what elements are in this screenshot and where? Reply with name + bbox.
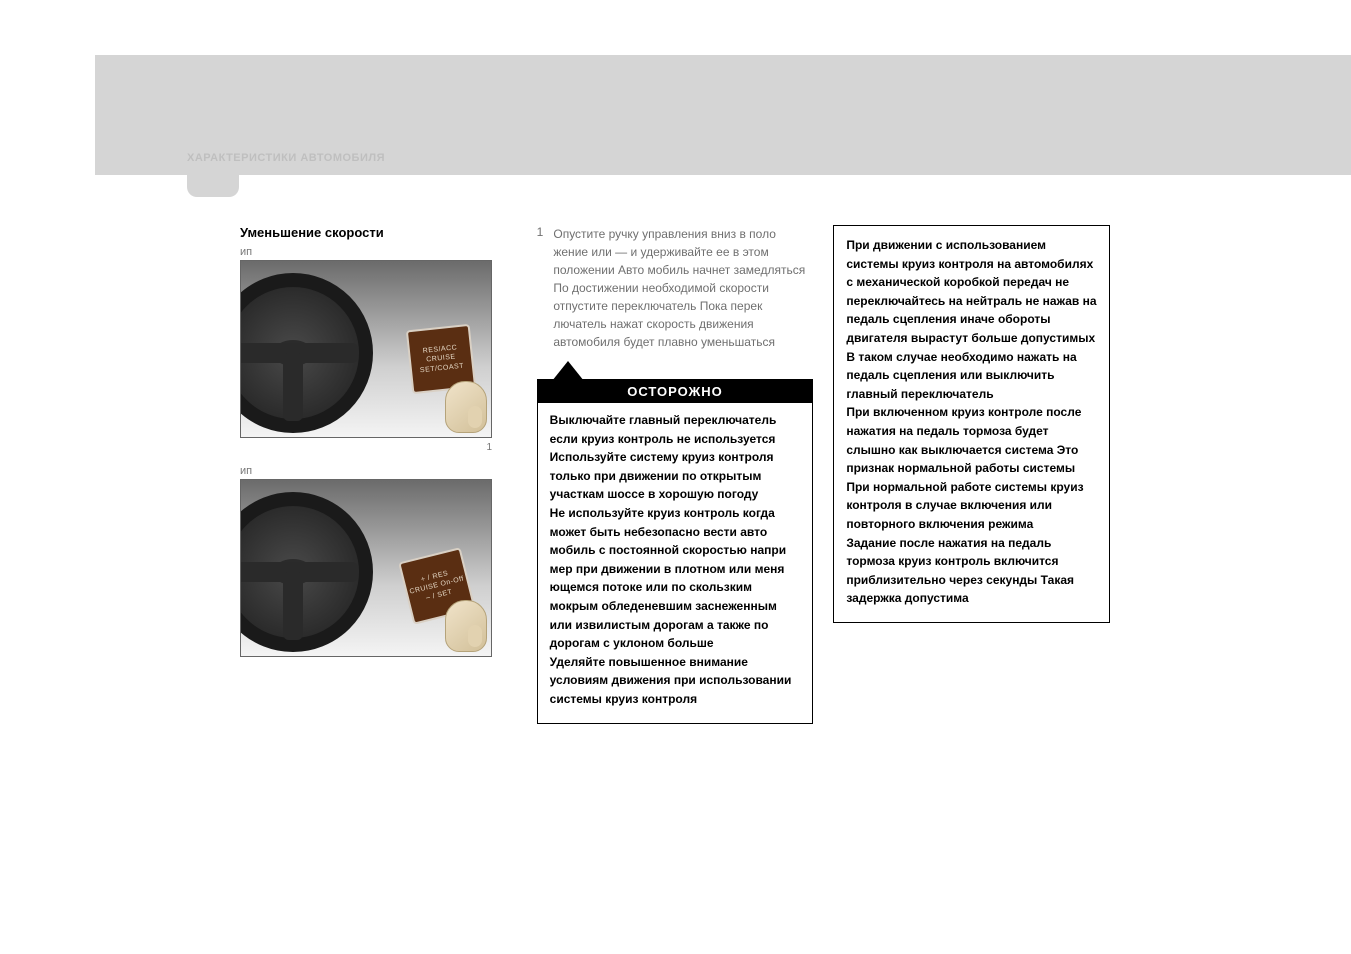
warning-body: Выключайте главный переключатель если кр… bbox=[550, 411, 801, 709]
image1-caption: 1 bbox=[240, 442, 492, 453]
steering-wheel-icon bbox=[240, 273, 373, 433]
image2-label: ип bbox=[240, 465, 517, 477]
column-left: Уменьшение скорости ип RES/ACC CRUISE SE… bbox=[240, 225, 517, 724]
list-number: 1 bbox=[537, 225, 544, 351]
info-box: При движении с использованием системы кр… bbox=[833, 225, 1110, 623]
thumb-icon bbox=[445, 600, 487, 652]
numbered-paragraph: 1 Опустите ручку управления вниз в поло … bbox=[537, 225, 814, 351]
header-label: ХАРАКТЕРИСТИКИ АВТОМОБИЛЯ bbox=[187, 152, 385, 164]
steering-image-2: + / RES CRUISE On-Off – / SET bbox=[240, 479, 492, 657]
steering-wheel-icon bbox=[240, 492, 373, 652]
column-right: При движении с использованием системы кр… bbox=[833, 225, 1110, 724]
list-text: Опустите ручку управления вниз в поло же… bbox=[553, 225, 813, 351]
section-title: Уменьшение скорости bbox=[240, 225, 517, 240]
column-middle: 1 Опустите ручку управления вниз в поло … bbox=[537, 225, 814, 724]
warning-triangle-icon bbox=[552, 361, 584, 381]
wheel-spoke bbox=[283, 572, 303, 640]
page-tab bbox=[187, 175, 239, 197]
warning-box: ОСТОРОЖНО Выключайте главный переключате… bbox=[537, 379, 814, 724]
thumb-icon bbox=[445, 381, 487, 433]
image1-label: ип bbox=[240, 246, 517, 258]
wheel-spoke bbox=[283, 353, 303, 421]
info-body: При движении с использованием системы кр… bbox=[846, 236, 1097, 608]
page-content: Уменьшение скорости ип RES/ACC CRUISE SE… bbox=[240, 225, 1110, 724]
steering-image-1: RES/ACC CRUISE SET/COAST bbox=[240, 260, 492, 438]
warning-title: ОСТОРОЖНО bbox=[538, 380, 813, 403]
